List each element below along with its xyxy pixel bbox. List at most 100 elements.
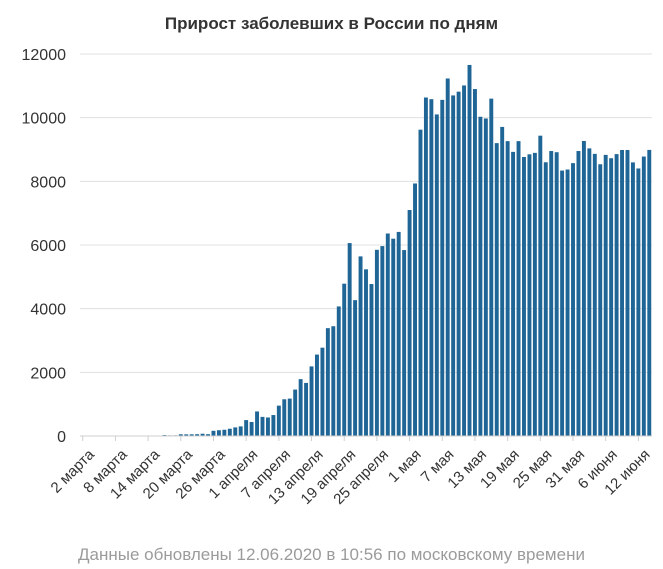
bar <box>423 97 428 437</box>
bar <box>396 231 401 436</box>
bar <box>184 434 189 436</box>
bar <box>358 256 363 436</box>
bar <box>413 183 417 436</box>
bar <box>598 164 603 436</box>
bar <box>315 354 319 436</box>
bar <box>244 420 249 436</box>
y-axis: 0 2000 4000 6000 8000 10000 12000 <box>22 47 67 446</box>
bar <box>647 149 652 436</box>
bar <box>462 85 467 436</box>
bar <box>255 411 260 436</box>
bar <box>336 306 341 436</box>
bar <box>440 99 445 437</box>
chart-title: Прирост заболевших в России по дням <box>164 14 499 33</box>
bar <box>467 64 472 436</box>
bar <box>592 153 597 437</box>
bar <box>227 428 232 436</box>
bar <box>391 238 396 436</box>
bar <box>538 135 543 436</box>
bar <box>532 152 537 436</box>
y-tick-label: 8000 <box>30 174 66 191</box>
bar <box>543 162 548 436</box>
bar <box>483 118 488 437</box>
bar <box>625 150 630 436</box>
bar <box>271 415 276 436</box>
bar <box>630 162 635 436</box>
bar <box>260 416 265 436</box>
bar <box>494 143 499 436</box>
bar <box>418 129 423 437</box>
bar <box>238 426 243 436</box>
bar <box>554 152 559 436</box>
bar <box>560 170 565 436</box>
bar <box>587 148 592 436</box>
bar <box>347 243 352 436</box>
y-tick-label: 0 <box>57 429 66 446</box>
bar <box>614 154 619 436</box>
bar <box>402 250 407 436</box>
bar <box>500 126 505 437</box>
bar <box>380 246 385 436</box>
bar <box>369 284 374 436</box>
bar <box>603 154 608 436</box>
bar <box>364 269 368 436</box>
bar <box>320 347 325 436</box>
bar <box>505 141 510 436</box>
bar <box>216 430 221 436</box>
bar <box>178 434 183 436</box>
bar <box>478 116 483 436</box>
bar <box>222 429 227 436</box>
bar <box>456 91 461 436</box>
bar <box>489 98 494 436</box>
bar <box>576 151 581 436</box>
bar <box>287 398 292 436</box>
y-tick-label: 2000 <box>30 365 66 382</box>
bar <box>407 210 412 436</box>
bars <box>80 64 652 437</box>
bar <box>636 168 641 436</box>
footer-note: Данные обновлены 12.06.2020 в 10:56 по м… <box>78 545 585 564</box>
bar <box>195 434 200 436</box>
bar <box>511 151 516 437</box>
bar <box>206 434 210 436</box>
bar <box>293 389 298 436</box>
bar <box>385 233 390 436</box>
bar <box>304 382 309 436</box>
bar <box>451 95 456 437</box>
y-tick-label: 6000 <box>30 238 66 255</box>
bar <box>189 434 194 436</box>
y-tick-label: 4000 <box>30 302 66 319</box>
bar <box>516 141 521 436</box>
bar <box>581 140 586 436</box>
bar <box>309 366 314 436</box>
x-tick-label: 1 мая <box>385 446 425 486</box>
bar <box>276 405 281 436</box>
bar <box>342 283 347 436</box>
bar <box>429 99 434 437</box>
bar <box>200 433 205 436</box>
bar <box>527 154 532 436</box>
bar <box>249 421 254 436</box>
bar <box>472 89 477 437</box>
bar <box>325 328 330 436</box>
bar <box>571 163 575 436</box>
bar <box>233 427 238 436</box>
bar <box>265 417 270 436</box>
bar <box>445 78 450 436</box>
bar <box>549 151 554 436</box>
bar <box>522 157 526 436</box>
bar <box>374 249 379 436</box>
bar <box>331 326 336 436</box>
bar <box>298 379 303 436</box>
bar <box>353 300 358 436</box>
bar <box>282 399 287 436</box>
bar <box>565 169 570 436</box>
bar <box>609 158 614 436</box>
y-tick-label: 10000 <box>22 111 67 128</box>
bar <box>434 114 439 437</box>
bar <box>641 156 646 437</box>
bar <box>620 149 624 437</box>
bar <box>211 430 216 436</box>
